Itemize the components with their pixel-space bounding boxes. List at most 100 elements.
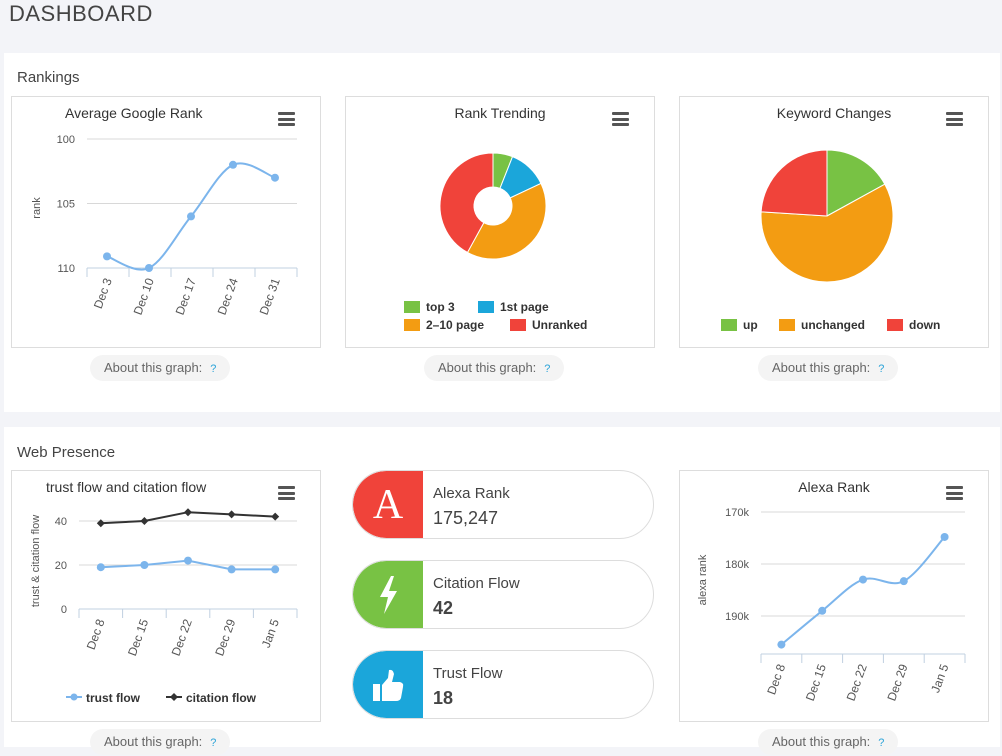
about-label: About this graph: (438, 360, 537, 375)
pie-slice (760, 149, 828, 217)
legend-swatch (721, 319, 737, 331)
legend-swatch (404, 319, 420, 331)
x-tick-label: Dec 3 (91, 276, 115, 311)
y-tick-label: 190k (725, 611, 749, 623)
flow-chart: 0 20 40 Dec 8 Dec 15 Dec 22 Dec 29 Jan 5 trust &… (30, 508, 298, 658)
x-tick-label: Dec 31 (257, 276, 283, 317)
legend-label: unchanged (801, 318, 866, 332)
series-line (780, 536, 946, 646)
keyword-changes-chart (760, 149, 894, 283)
about-graph-button[interactable]: About this graph:? (758, 355, 899, 381)
chart-title: Average Google Rank (65, 105, 203, 121)
alexa-rank-chart: 170k 180k 190k Dec 8 Dec 15 Dec 22 Dec 29 Jan 5… (697, 507, 966, 703)
section-title-rankings: Rankings (17, 69, 80, 86)
page-title: DASHBOARD (9, 1, 153, 26)
lightning-glyph (380, 576, 397, 614)
y-tick-label: 40 (55, 516, 67, 528)
legend-swatch (887, 319, 903, 331)
legend-label: down (909, 318, 941, 332)
chart-menu-button[interactable] (278, 112, 295, 126)
legend-item[interactable]: 2–10 page (404, 318, 484, 332)
x-tick-label: Dec 15 (125, 617, 151, 658)
y-tick-label: 0 (61, 604, 67, 616)
rankings-panel: Rankings Average Google Rank 100 105 110 De… (4, 53, 1000, 412)
x-tick-label: Dec 29 (212, 617, 238, 658)
legend-label: 2–10 page (426, 318, 485, 332)
legend-item[interactable]: up (721, 318, 758, 332)
chart-title: trust flow and citation flow (46, 479, 207, 495)
chart-title: Keyword Changes (776, 105, 892, 121)
chart-menu-button[interactable] (278, 486, 295, 500)
help-icon: ? (878, 363, 885, 375)
legend-item[interactable]: unchanged (779, 318, 865, 332)
legend-label: 1st page (500, 300, 549, 314)
data-point (229, 160, 237, 169)
data-point (227, 565, 236, 574)
legend-item[interactable]: citation flow (166, 691, 256, 705)
legend-item[interactable]: trust flow (66, 691, 140, 705)
stat-trust-flow: Trust Flow 18 (352, 650, 654, 719)
legend-item[interactable]: down (887, 318, 940, 332)
legend-item[interactable]: top 3 (404, 300, 455, 314)
alexa-glyph: A (372, 482, 404, 528)
about-graph-button[interactable]: About this graph:? (424, 355, 565, 381)
data-point (96, 563, 105, 572)
alexa-icon: A (353, 471, 423, 538)
legend-item[interactable]: 1st page (478, 300, 549, 314)
thumbs-up-glyph (373, 669, 404, 701)
rank-trending-card: Rank Trending top 3 1st page 2–10 page U… (345, 96, 655, 348)
chart-menu-button[interactable] (946, 112, 963, 126)
data-point (271, 173, 279, 182)
data-point (227, 510, 236, 519)
about-graph-button[interactable]: About this graph:? (90, 355, 231, 381)
x-tick-label: Dec 22 (169, 617, 195, 658)
legend-swatch (478, 301, 494, 313)
web-presence-panel: Web Presence trust flow and citation flo… (4, 427, 1000, 755)
stat-value: 42 (433, 598, 454, 618)
x-tick-label: Jan 5 (259, 617, 282, 650)
avg-google-rank-chart: 100 105 110 Dec 3 Dec 10 Dec 17 Dec 24 Dec 31 ra… (31, 134, 298, 317)
rank-trending-chart (439, 152, 547, 260)
chart-menu-button[interactable] (946, 486, 963, 500)
x-tick-label: Dec 29 (884, 662, 910, 703)
x-tick-label: Dec 8 (84, 617, 108, 652)
legend-label: citation flow (186, 691, 256, 705)
x-tick-label: Dec 8 (764, 662, 788, 697)
y-tick-label: 105 (57, 199, 75, 211)
pie-slice (466, 182, 547, 260)
alexa-rank-card: Alexa Rank 170k 180k 190k Dec 8 Dec 15 Dec 22… (679, 470, 989, 722)
data-point (184, 556, 192, 565)
avg-google-rank-card: Average Google Rank 100 105 110 Dec 3 Dec 10… (11, 96, 321, 348)
data-point (818, 606, 827, 615)
data-point (187, 212, 195, 221)
chart-menu-button[interactable] (612, 112, 629, 126)
pie-slice (826, 149, 886, 217)
data-point (271, 565, 280, 574)
y-axis-title: alexa rank (697, 554, 709, 605)
pie-slice (439, 152, 494, 254)
section-title-web-presence: Web Presence (17, 444, 116, 461)
y-tick-label: 110 (57, 263, 75, 275)
help-icon: ? (544, 363, 551, 375)
about-graph-button[interactable]: About this graph:? (90, 729, 231, 755)
help-icon: ? (210, 363, 217, 375)
about-graph-button[interactable]: About this graph:? (758, 729, 899, 755)
stat-label: Citation Flow (433, 575, 520, 592)
flow-chart-card: trust flow and citation flow 0 20 40 Dec 8 D… (11, 470, 321, 722)
keyword-changes-card: Keyword Changes up unchanged down (679, 96, 989, 348)
legend-label: up (743, 318, 758, 332)
y-axis-title: trust & citation flow (30, 515, 42, 607)
about-label: About this graph: (104, 734, 203, 749)
x-tick-label: Dec 17 (173, 276, 199, 317)
data-point (103, 252, 111, 261)
stat-citation-flow: Citation Flow 42 (352, 560, 654, 629)
legend-label: trust flow (86, 691, 140, 705)
about-label: About this graph: (772, 360, 871, 375)
legend-item[interactable]: Unranked (510, 318, 587, 332)
about-label: About this graph: (772, 734, 871, 749)
y-tick-label: 180k (725, 559, 749, 571)
y-tick-label: 100 (57, 134, 75, 146)
data-point (140, 561, 149, 569)
legend-marker-circle (66, 693, 82, 701)
stat-value: 18 (433, 688, 454, 708)
